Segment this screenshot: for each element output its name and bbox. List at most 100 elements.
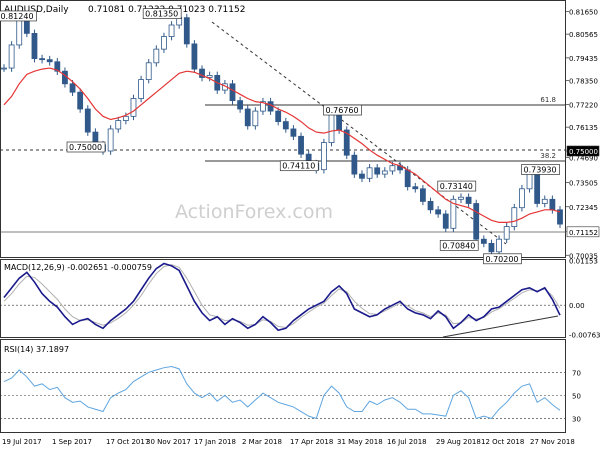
candle-body — [229, 83, 236, 102]
rsi-axis-label: 30 — [572, 415, 581, 423]
fib-618-label: 61.8 — [540, 96, 556, 104]
candle-body — [282, 121, 289, 130]
price-annotation-box — [142, 8, 182, 19]
price-annotation-label: 0.75000 — [69, 143, 102, 152]
candle-body — [191, 43, 198, 70]
price-axis-label: 0.74690 — [569, 155, 598, 163]
price-series-layer: 0.81240 0.81350 0.75000 0.76760 0.74110 0.731… — [0, 8, 563, 265]
date-axis-label: 12 Oct 2018 — [481, 438, 524, 446]
watermark: ActionForex.com — [175, 201, 333, 223]
rsi-axis-label: 50 — [572, 392, 581, 400]
candle-body — [39, 58, 45, 61]
candle-body — [359, 173, 365, 179]
macd-panel-frame — [0, 259, 566, 338]
candle-body — [260, 101, 266, 112]
candle-body — [465, 196, 472, 204]
price-annotation-label: 0.74110 — [282, 162, 315, 171]
candle-body — [275, 110, 282, 122]
price-annotation-box — [521, 164, 560, 175]
moving-average-line — [3, 67, 561, 223]
candle-body — [389, 165, 396, 172]
candle-body — [145, 62, 152, 80]
candle-body — [450, 198, 457, 229]
price-annotation-label: 0.73140 — [440, 182, 473, 191]
candle-body — [519, 188, 525, 209]
date-axis-label: 29 Aug 2018 — [436, 438, 481, 446]
date-axis-label: 17 Apr 2018 — [290, 438, 333, 446]
candle-body — [328, 113, 335, 144]
price-annotation-box — [323, 104, 362, 116]
date-axis-label: 17 Jan 2018 — [194, 438, 236, 446]
price-annotation-box — [0, 10, 37, 22]
rsi-axis-label: 70 — [572, 369, 581, 377]
candle-body — [480, 238, 487, 244]
candle-body — [320, 142, 327, 171]
candle-body — [541, 198, 548, 204]
candle-body — [153, 48, 160, 64]
candle-body — [503, 226, 510, 240]
macd-label: MACD(12,26,9) -0.002651 -0.000759 — [4, 263, 152, 272]
candle-body — [526, 173, 533, 190]
price-annotation-label: 0.81240 — [0, 12, 33, 21]
candle-body — [442, 213, 449, 229]
date-axis-label: 16 Jul 2018 — [387, 438, 427, 446]
candle-body — [77, 91, 84, 110]
candle-body — [69, 83, 76, 93]
candle-body — [557, 209, 563, 225]
candle-body — [298, 135, 304, 155]
candle-body — [161, 36, 167, 50]
downtrend-channel-line — [211, 21, 507, 245]
rsi-series-layer — [0, 366, 566, 420]
candle-body — [84, 108, 91, 133]
price-axis-label: 0.80565 — [569, 31, 598, 39]
candle-body — [290, 128, 297, 137]
candle-body — [122, 115, 129, 121]
price-axis-label: 0.72345 — [569, 204, 598, 212]
candle-body — [534, 173, 541, 204]
candle-body — [115, 120, 122, 130]
candle-body — [252, 110, 259, 127]
candle-body — [496, 238, 502, 253]
date-axis-label: 31 May 2018 — [337, 438, 383, 446]
macd-support-trendline — [442, 315, 559, 338]
price-axis-flag — [566, 145, 600, 157]
candle-body — [1, 67, 7, 70]
candle-body — [366, 167, 373, 179]
candle-body — [458, 196, 464, 200]
macd-axis-label: -0.007634 — [569, 332, 600, 340]
candle-body — [107, 128, 114, 152]
symbol-label: AUDUSD,Daily — [4, 5, 69, 15]
candle-body — [206, 75, 213, 78]
candle-body — [31, 33, 38, 60]
candle-body — [435, 209, 442, 215]
candle-body — [183, 17, 190, 45]
price-annotation-label: 0.73930 — [524, 165, 557, 174]
axes-layer: 0.81650 0.80565 0.79435 0.78350 0.77220 0.761… — [2, 8, 600, 446]
candle-body — [199, 68, 205, 78]
macd-line — [3, 262, 561, 332]
candle-body — [46, 59, 53, 63]
price-axis-label: 0.70035 — [569, 252, 598, 260]
macd-axis-label: 0.01153 — [569, 258, 598, 266]
candle-body — [244, 108, 251, 127]
candle-body — [8, 44, 15, 69]
price-axis-label: 0.75000 — [569, 148, 598, 156]
price-axis-label: 0.76135 — [569, 124, 598, 132]
candle-body — [404, 169, 411, 188]
macd-series-layer — [0, 262, 566, 332]
rsi-line — [3, 366, 561, 420]
price-axis-label: 0.71152 — [569, 229, 598, 237]
candle-body — [16, 19, 23, 46]
candle-body — [511, 207, 518, 227]
date-axis-label: 27 Nov 2018 — [530, 438, 575, 446]
date-axis-label: 1 Sep 2017 — [52, 438, 92, 446]
price-annotation-label: 0.81350 — [145, 10, 178, 19]
price-axis-label: 0.77220 — [569, 101, 598, 109]
price-annotation-box — [439, 240, 479, 251]
candle-body — [23, 19, 30, 34]
candle-body — [237, 100, 244, 110]
price-axis-label: 0.78350 — [569, 78, 598, 86]
candle-body — [138, 79, 144, 99]
